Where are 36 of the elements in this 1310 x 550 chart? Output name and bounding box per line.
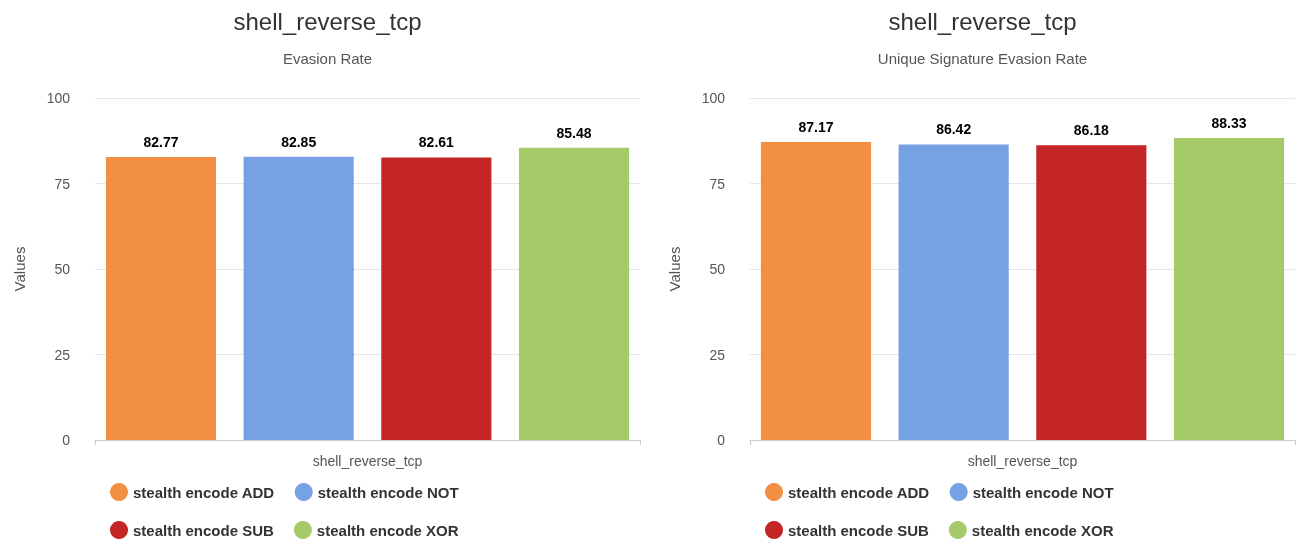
y-axis-title: Values [11,246,28,292]
data-label: 82.61 [418,134,455,151]
chart-title: shell_reverse_tcp [888,7,1077,35]
data-label: 82.85 [281,133,317,150]
legend-label: stealth encode NOT [317,483,459,501]
y-tick-label: 75 [54,175,71,192]
bar [381,157,492,440]
data-label: 82.77 [143,133,179,150]
legend-label: stealth encode SUB [133,521,275,539]
chart-subtitle: Evasion Rate [282,50,373,67]
y-tick-label: 25 [709,346,726,363]
y-tick-label: 25 [54,346,71,363]
bar [518,147,630,440]
legend-label: stealth encode ADD [788,483,930,501]
chart-title: shell_reverse_tcp [233,7,422,35]
data-label: 86.18 [1073,122,1110,139]
y-tick-label: 100 [701,90,726,106]
data-label: 86.42 [936,121,972,138]
legend-label: stealth encode XOR [971,521,1114,539]
y-tick-label: 75 [709,175,726,192]
y-tick-label: 50 [54,261,71,277]
data-label: 88.33 [1211,114,1247,131]
data-label: 87.17 [798,118,834,135]
legend-label: stealth encode ADD [133,483,275,501]
y-tick-label: 0 [62,432,71,448]
bar [243,156,354,440]
chart-subtitle: Unique Signature Evasion Rate [877,50,1088,67]
y-axis-title: Values [666,246,683,292]
y-tick-label: 0 [717,432,726,448]
y-tick-label: 100 [46,90,71,106]
legend-label: stealth encode XOR [316,521,459,539]
legend-label: stealth encode NOT [972,483,1114,501]
y-tick-label: 50 [709,261,726,277]
legend-label: stealth encode SUB [788,521,930,539]
bar [105,156,217,440]
data-label: 85.48 [556,124,592,141]
